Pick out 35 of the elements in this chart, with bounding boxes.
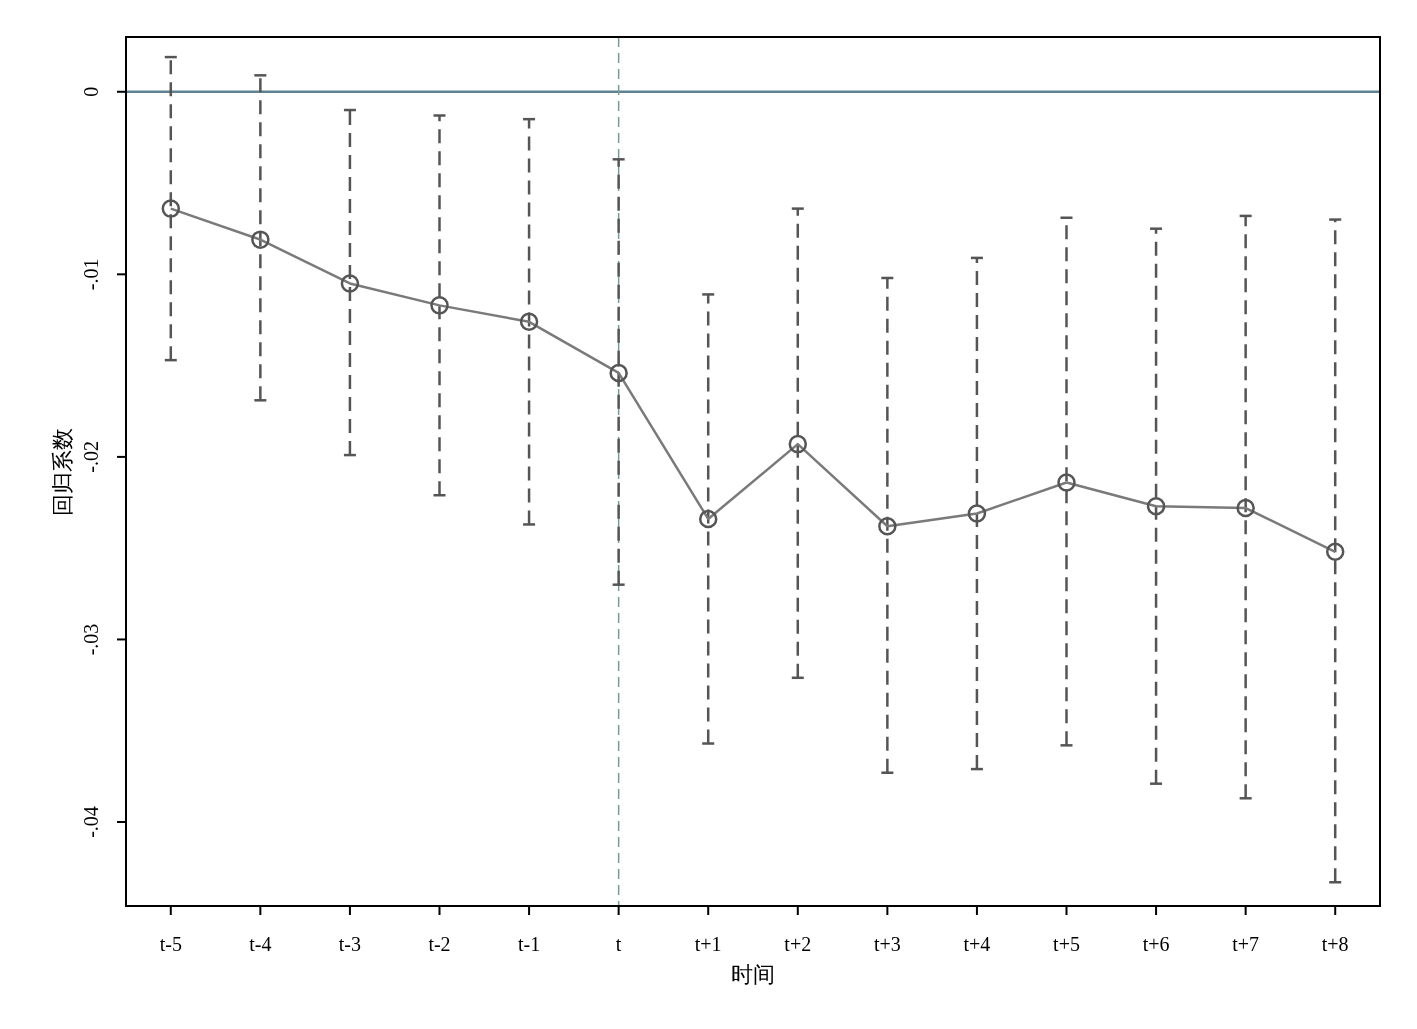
y-axis-title: 回归系数 — [50, 427, 75, 516]
x-tick-label: t+3 — [873, 933, 901, 955]
point — [967, 504, 987, 523]
point — [698, 509, 718, 529]
y-tick-label: -.04 — [80, 806, 102, 838]
x-tick-label: t+5 — [1053, 933, 1080, 955]
point — [1057, 473, 1076, 492]
x-tick-label: t+6 — [1142, 933, 1170, 955]
point — [788, 434, 808, 454]
point — [609, 363, 628, 383]
x-tick-label: t+1 — [694, 933, 722, 955]
x-tick-label: t-3 — [338, 933, 362, 955]
x-tick-label: t+8 — [1321, 933, 1349, 955]
point — [878, 517, 897, 536]
point — [1236, 498, 1255, 518]
point — [519, 312, 539, 332]
point — [1146, 496, 1166, 516]
x-tick-label: t — [615, 933, 622, 955]
point — [1325, 542, 1345, 562]
x-tick-label: t+7 — [1232, 933, 1260, 955]
x-axis-title: 时间 — [731, 962, 775, 987]
y-tick-label: 0 — [80, 86, 102, 97]
y-tick-label: -.03 — [80, 623, 102, 656]
x-tick-label: t+2 — [784, 933, 812, 955]
x-tick-label: t-1 — [517, 933, 541, 955]
x-tick-label: t-2 — [428, 933, 451, 955]
y-tick-label: -.02 — [80, 441, 102, 473]
point — [251, 230, 270, 249]
point — [161, 199, 181, 218]
x-tick-label: t+4 — [963, 933, 991, 955]
point — [340, 274, 360, 293]
point — [430, 296, 449, 315]
y-tick-label: -.01 — [80, 258, 102, 291]
x-tick-label: t-5 — [159, 933, 182, 955]
x-tick-label: t-4 — [249, 933, 272, 955]
